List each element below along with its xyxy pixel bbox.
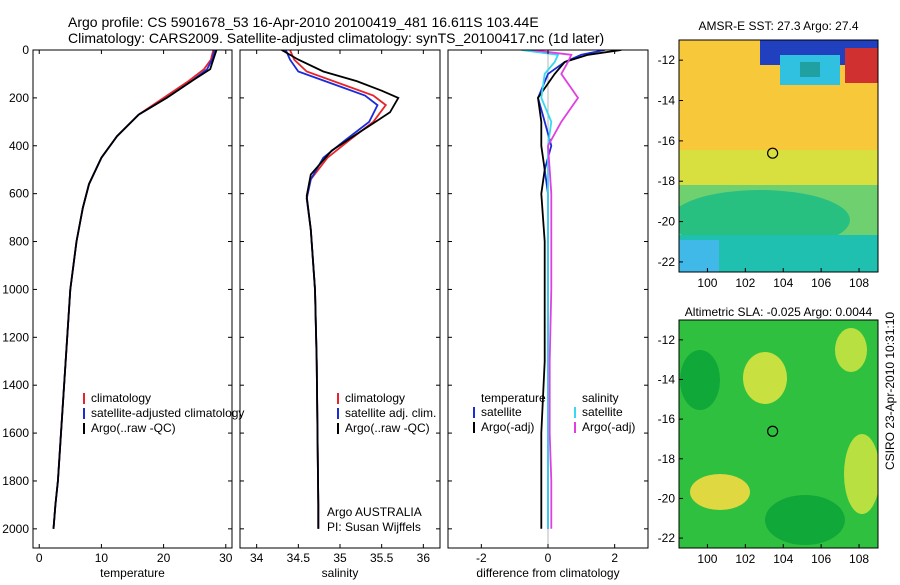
y-tick-label: -14 <box>658 94 676 108</box>
y-tick-label: -22 <box>658 255 676 269</box>
header-line-2: Climatology: CARS2009. Satellite-adjuste… <box>68 30 604 46</box>
y-tick-label: 1000 <box>2 282 29 296</box>
panel-annotation: PI: Susan Wijffels <box>327 520 421 534</box>
profile-panel-0: 0 10 20 30 0 200 400 600 800 1000 1200 1400 1600 1800… <box>2 43 232 580</box>
x-tick-label: 100 <box>697 552 717 566</box>
side-timestamp-label: CSIRO 23-Apr-2010 10:31:10 <box>883 312 897 470</box>
y-tick-label: -20 <box>658 215 676 229</box>
y-tick-label: 0 <box>22 43 29 57</box>
legend-label: Argo(..raw -QC) <box>91 421 176 435</box>
x-tick-label: 102 <box>735 276 755 290</box>
x-tick-label: 34 <box>250 551 264 565</box>
legend-label: satellite adj. clim. <box>345 406 436 420</box>
series-line <box>281 50 400 529</box>
y-tick-label: 1600 <box>2 426 29 440</box>
x-axis-label: difference from climatology <box>476 566 619 580</box>
map-panel-3: AMSR-E SST: 27.3 Argo: 27.4 100 102 104 106 1… <box>658 19 879 290</box>
legend-label: Argo(..raw -QC) <box>345 421 430 435</box>
x-tick-label: 106 <box>811 552 831 566</box>
y-tick-label: -12 <box>658 53 676 67</box>
series-group <box>521 50 622 529</box>
sla-map-image <box>679 320 878 548</box>
axes-frame <box>32 49 233 549</box>
x-tick-label: 30 <box>219 551 233 565</box>
legend-title: salinity <box>582 391 619 405</box>
x-tick-label: 10 <box>95 551 109 565</box>
y-tick-label: 1200 <box>2 330 29 344</box>
float-location-marker <box>767 147 779 159</box>
legend-label: climatology <box>345 391 405 405</box>
float-location-marker <box>767 425 779 437</box>
legend-label: climatology <box>91 391 151 405</box>
series-line <box>521 50 560 529</box>
legend-label: satellite-adjusted climatology <box>91 406 244 420</box>
legend-title: temperature <box>481 391 546 405</box>
x-tick-label: 0 <box>545 551 552 565</box>
y-tick-label: 200 <box>9 91 29 105</box>
y-tick-label: 1800 <box>2 474 29 488</box>
legend-label: Argo(-adj) <box>481 420 534 434</box>
legend-label: satellite <box>481 405 522 419</box>
panel-annotation: Argo AUSTRALIA <box>327 505 422 519</box>
y-tick-label: -16 <box>658 134 676 148</box>
y-tick-label: 600 <box>9 187 29 201</box>
y-tick-label: 800 <box>9 235 29 249</box>
x-tick-label: 0 <box>36 551 43 565</box>
y-tick-label: -14 <box>658 372 676 386</box>
y-tick-label: -16 <box>658 412 676 426</box>
y-tick-label: -12 <box>658 333 676 347</box>
x-tick-label: 2 <box>611 551 618 565</box>
legend-label: Argo(-adj) <box>582 420 635 434</box>
y-tick-label: 2000 <box>2 522 29 536</box>
axes-frame <box>239 49 441 549</box>
series-group <box>281 50 400 529</box>
sst-map-image <box>679 40 878 272</box>
series-line <box>52 50 215 529</box>
y-tick-label: 1400 <box>2 378 29 392</box>
x-tick-label: 35.5 <box>370 551 394 565</box>
x-axis-label: salinity <box>322 566 359 580</box>
map-panel-4: Altimetric SLA: -0.025 Argo: 0.0044 100 10… <box>658 305 879 566</box>
x-tick-label: 36 <box>417 551 431 565</box>
series-line <box>289 50 388 529</box>
y-tick-label: -22 <box>658 531 676 545</box>
chart-layer: 0 10 20 30020040060080010001200140016001800… <box>2 19 879 580</box>
map-title: AMSR-E SST: 27.3 Argo: 27.4 <box>698 19 858 33</box>
series-line <box>52 50 218 529</box>
x-tick-label: 34.5 <box>287 551 311 565</box>
x-tick-label: -2 <box>476 551 487 565</box>
profile-panel-1: 34 34.5 35 35.5 36 salinity <box>239 49 441 580</box>
map-title: Altimetric SLA: -0.025 Argo: 0.0044 <box>685 305 873 319</box>
map-frame <box>678 39 879 273</box>
x-tick-label: 35 <box>333 551 347 565</box>
series-line <box>537 50 622 529</box>
x-axis-label: temperature <box>100 566 165 580</box>
x-tick-label: 108 <box>849 552 869 566</box>
legend-label: satellite <box>582 405 623 419</box>
y-tick-label: -18 <box>658 174 676 188</box>
x-tick-label: 104 <box>773 552 793 566</box>
series-line <box>531 50 580 529</box>
x-tick-label: 100 <box>697 276 717 290</box>
series-line <box>52 50 216 529</box>
x-tick-label: 102 <box>735 552 755 566</box>
x-tick-label: 20 <box>157 551 171 565</box>
map-frame <box>678 319 879 549</box>
series-group <box>52 50 218 529</box>
x-tick-label: 106 <box>811 276 831 290</box>
x-tick-label: 104 <box>773 276 793 290</box>
series-line <box>284 50 379 529</box>
y-tick-label: -18 <box>658 452 676 466</box>
header-line-1: Argo profile: CS 5901678_53 16-Apr-2010 … <box>68 14 539 30</box>
y-tick-label: 400 <box>9 139 29 153</box>
y-tick-label: -20 <box>658 491 676 505</box>
x-tick-label: 108 <box>849 276 869 290</box>
